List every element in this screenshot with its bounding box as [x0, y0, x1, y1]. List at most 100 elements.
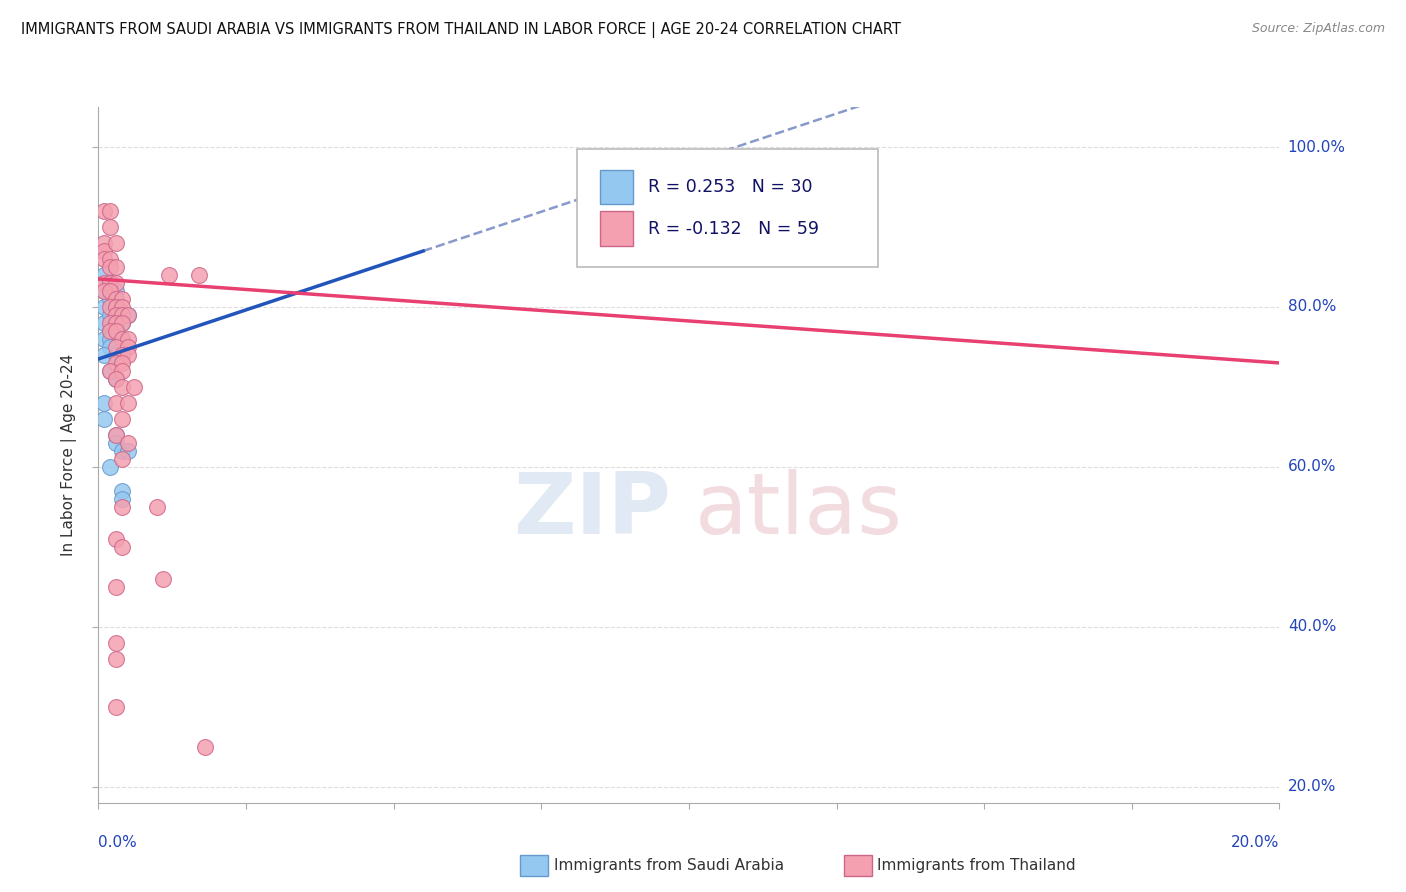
FancyBboxPatch shape — [576, 149, 877, 267]
Point — [105, 292, 128, 306]
Point — [93, 276, 115, 290]
Point — [122, 380, 145, 394]
Point — [111, 332, 134, 346]
Point — [93, 235, 115, 250]
Point — [117, 340, 139, 354]
Y-axis label: In Labor Force | Age 20-24: In Labor Force | Age 20-24 — [60, 354, 77, 556]
Point — [93, 396, 115, 410]
Text: Source: ZipAtlas.com: Source: ZipAtlas.com — [1251, 22, 1385, 36]
Point — [111, 332, 134, 346]
Point — [111, 412, 134, 426]
Point — [98, 316, 121, 330]
Point — [194, 739, 217, 754]
Text: 100.0%: 100.0% — [1288, 139, 1346, 154]
Point — [105, 300, 128, 314]
Point — [93, 348, 115, 362]
Point — [111, 316, 134, 330]
Point — [98, 219, 121, 234]
Point — [105, 324, 128, 338]
Point — [93, 268, 115, 282]
Point — [98, 459, 121, 474]
Point — [111, 364, 134, 378]
Point — [105, 316, 128, 330]
Text: ZIP: ZIP — [513, 469, 671, 552]
Point — [111, 491, 134, 506]
Point — [111, 356, 134, 370]
Point — [111, 316, 134, 330]
Point — [105, 372, 128, 386]
Text: 20.0%: 20.0% — [1232, 836, 1279, 850]
Point — [111, 500, 134, 514]
Text: R = 0.253   N = 30: R = 0.253 N = 30 — [648, 178, 813, 196]
Point — [105, 235, 128, 250]
Point — [105, 300, 128, 314]
Point — [105, 396, 128, 410]
Point — [117, 444, 139, 458]
Point — [98, 340, 121, 354]
Point — [105, 276, 128, 290]
Point — [98, 364, 121, 378]
Point — [93, 244, 115, 258]
Point — [105, 372, 128, 386]
Point — [105, 316, 128, 330]
Text: 80.0%: 80.0% — [1288, 300, 1336, 315]
Text: 20.0%: 20.0% — [1288, 780, 1336, 794]
Point — [105, 428, 128, 442]
Point — [98, 204, 121, 219]
Point — [93, 252, 115, 266]
Point — [111, 308, 134, 322]
Point — [111, 444, 134, 458]
Text: 60.0%: 60.0% — [1288, 459, 1336, 475]
Point — [105, 436, 128, 450]
Point — [111, 380, 134, 394]
Point — [98, 364, 121, 378]
Point — [105, 699, 128, 714]
Point — [105, 652, 128, 666]
Point — [93, 284, 115, 298]
FancyBboxPatch shape — [600, 211, 634, 246]
Point — [105, 348, 128, 362]
Point — [111, 451, 134, 466]
Point — [93, 332, 115, 346]
Text: 40.0%: 40.0% — [1288, 619, 1336, 634]
Point — [98, 276, 121, 290]
Point — [105, 532, 128, 546]
Point — [117, 308, 139, 322]
Point — [117, 348, 139, 362]
Point — [105, 580, 128, 594]
FancyBboxPatch shape — [600, 169, 634, 204]
Point — [146, 500, 169, 514]
Text: atlas: atlas — [695, 469, 903, 552]
Point — [93, 300, 115, 314]
Point — [98, 324, 121, 338]
Point — [98, 252, 121, 266]
Point — [105, 428, 128, 442]
Point — [105, 356, 128, 370]
Point — [98, 292, 121, 306]
Point — [98, 284, 121, 298]
Point — [117, 396, 139, 410]
Point — [111, 540, 134, 554]
Point — [93, 412, 115, 426]
Point — [117, 308, 139, 322]
Text: Immigrants from Thailand: Immigrants from Thailand — [877, 858, 1076, 872]
Text: IMMIGRANTS FROM SAUDI ARABIA VS IMMIGRANTS FROM THAILAND IN LABOR FORCE | AGE 20: IMMIGRANTS FROM SAUDI ARABIA VS IMMIGRAN… — [21, 22, 901, 38]
Point — [98, 300, 121, 314]
Point — [93, 204, 115, 219]
Point — [111, 348, 134, 362]
Point — [98, 260, 121, 274]
Point — [98, 332, 121, 346]
Point — [111, 300, 134, 314]
Point — [105, 636, 128, 650]
Point — [105, 308, 128, 322]
Point — [105, 284, 128, 298]
Point — [117, 436, 139, 450]
Text: Immigrants from Saudi Arabia: Immigrants from Saudi Arabia — [554, 858, 785, 872]
Point — [93, 316, 115, 330]
Point — [187, 268, 209, 282]
Point — [117, 332, 139, 346]
Point — [105, 260, 128, 274]
Point — [157, 268, 180, 282]
Point — [105, 340, 128, 354]
Point — [98, 308, 121, 322]
